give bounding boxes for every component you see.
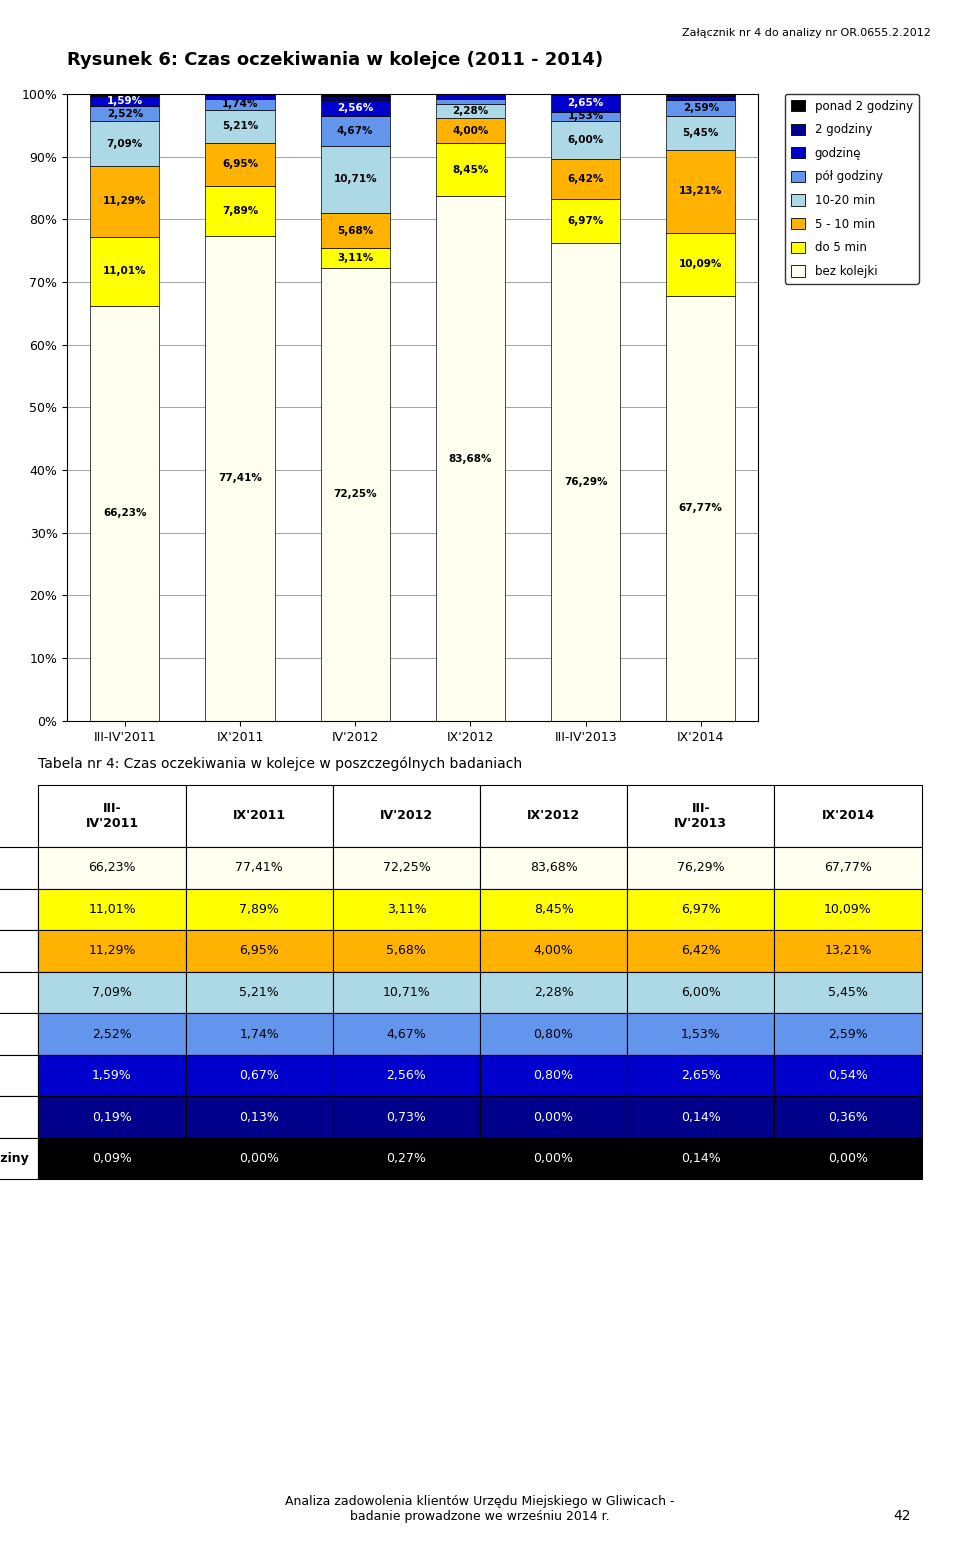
- Text: 83,68%: 83,68%: [448, 453, 492, 464]
- Bar: [321, 96, 390, 100]
- Bar: [321, 213, 390, 249]
- Bar: [205, 110, 275, 143]
- Bar: [666, 100, 735, 116]
- Bar: [666, 94, 735, 96]
- Text: 77,41%: 77,41%: [218, 473, 262, 483]
- Text: 5,68%: 5,68%: [337, 226, 373, 235]
- Bar: [321, 100, 390, 116]
- Bar: [90, 105, 159, 122]
- Bar: [551, 96, 620, 111]
- Text: 10,71%: 10,71%: [333, 174, 377, 185]
- Text: Rysunek 6: Czas oczekiwania w kolejce (2011 - 2014): Rysunek 6: Czas oczekiwania w kolejce (2…: [67, 52, 603, 69]
- Bar: [205, 96, 275, 99]
- Bar: [666, 116, 735, 150]
- Bar: [321, 146, 390, 213]
- Bar: [551, 199, 620, 243]
- Text: 6,42%: 6,42%: [567, 174, 604, 183]
- Bar: [90, 96, 159, 105]
- Bar: [666, 150, 735, 233]
- Text: 7,09%: 7,09%: [107, 139, 143, 149]
- Bar: [551, 243, 620, 721]
- Bar: [90, 306, 159, 721]
- Bar: [90, 122, 159, 166]
- Text: 1,59%: 1,59%: [107, 96, 143, 105]
- Bar: [205, 99, 275, 110]
- Text: 13,21%: 13,21%: [679, 186, 723, 196]
- Text: 10,09%: 10,09%: [679, 260, 723, 270]
- Text: 2,59%: 2,59%: [683, 103, 719, 113]
- Bar: [436, 143, 505, 196]
- Bar: [436, 103, 505, 118]
- Bar: [321, 116, 390, 146]
- Text: 8,45%: 8,45%: [452, 165, 489, 176]
- Bar: [551, 121, 620, 158]
- Text: 3,11%: 3,11%: [337, 254, 373, 263]
- Text: 72,25%: 72,25%: [333, 489, 377, 500]
- Bar: [321, 94, 390, 96]
- Text: 42: 42: [894, 1509, 911, 1523]
- Text: Tabela nr 4: Czas oczekiwania w kolejce w poszczególnych badaniach: Tabela nr 4: Czas oczekiwania w kolejce …: [38, 757, 522, 771]
- Text: 2,65%: 2,65%: [567, 99, 604, 108]
- Text: 2,28%: 2,28%: [452, 107, 489, 116]
- Text: 1,74%: 1,74%: [222, 99, 258, 110]
- Text: 7,89%: 7,89%: [222, 205, 258, 216]
- Bar: [205, 143, 275, 186]
- Text: 5,21%: 5,21%: [222, 121, 258, 132]
- Text: 67,77%: 67,77%: [679, 503, 723, 514]
- Bar: [90, 237, 159, 306]
- Bar: [666, 296, 735, 721]
- Bar: [321, 268, 390, 721]
- Bar: [205, 186, 275, 235]
- Bar: [666, 96, 735, 100]
- Text: Załącznik nr 4 do analizy nr OR.0655.2.2012: Załącznik nr 4 do analizy nr OR.0655.2.2…: [683, 28, 931, 38]
- Bar: [436, 99, 505, 103]
- Text: 2,56%: 2,56%: [337, 103, 373, 113]
- Bar: [90, 166, 159, 237]
- Text: 11,01%: 11,01%: [103, 266, 147, 276]
- Text: 76,29%: 76,29%: [564, 476, 608, 487]
- Text: 11,29%: 11,29%: [103, 196, 147, 207]
- Bar: [436, 118, 505, 143]
- Bar: [551, 158, 620, 199]
- Bar: [666, 233, 735, 296]
- Text: 2,52%: 2,52%: [107, 108, 143, 119]
- Text: 4,00%: 4,00%: [452, 125, 489, 136]
- Bar: [321, 249, 390, 268]
- Text: 6,97%: 6,97%: [567, 216, 604, 226]
- Legend: ponad 2 godziny, 2 godziny, godzinę, pół godziny, 10-20 min, 5 - 10 min, do 5 mi: ponad 2 godziny, 2 godziny, godzinę, pół…: [785, 94, 919, 284]
- Bar: [436, 196, 505, 721]
- Text: Analiza zadowolenia klientów Urzędu Miejskiego w Gliwicach -
badanie prowadzone : Analiza zadowolenia klientów Urzędu Miej…: [285, 1495, 675, 1523]
- Text: 6,00%: 6,00%: [567, 135, 604, 144]
- Bar: [205, 235, 275, 721]
- Bar: [436, 94, 505, 99]
- Text: 66,23%: 66,23%: [103, 508, 147, 519]
- Text: 4,67%: 4,67%: [337, 125, 373, 136]
- Text: 1,53%: 1,53%: [567, 111, 604, 121]
- Bar: [551, 111, 620, 121]
- Text: 6,95%: 6,95%: [222, 160, 258, 169]
- Text: 5,45%: 5,45%: [683, 128, 719, 138]
